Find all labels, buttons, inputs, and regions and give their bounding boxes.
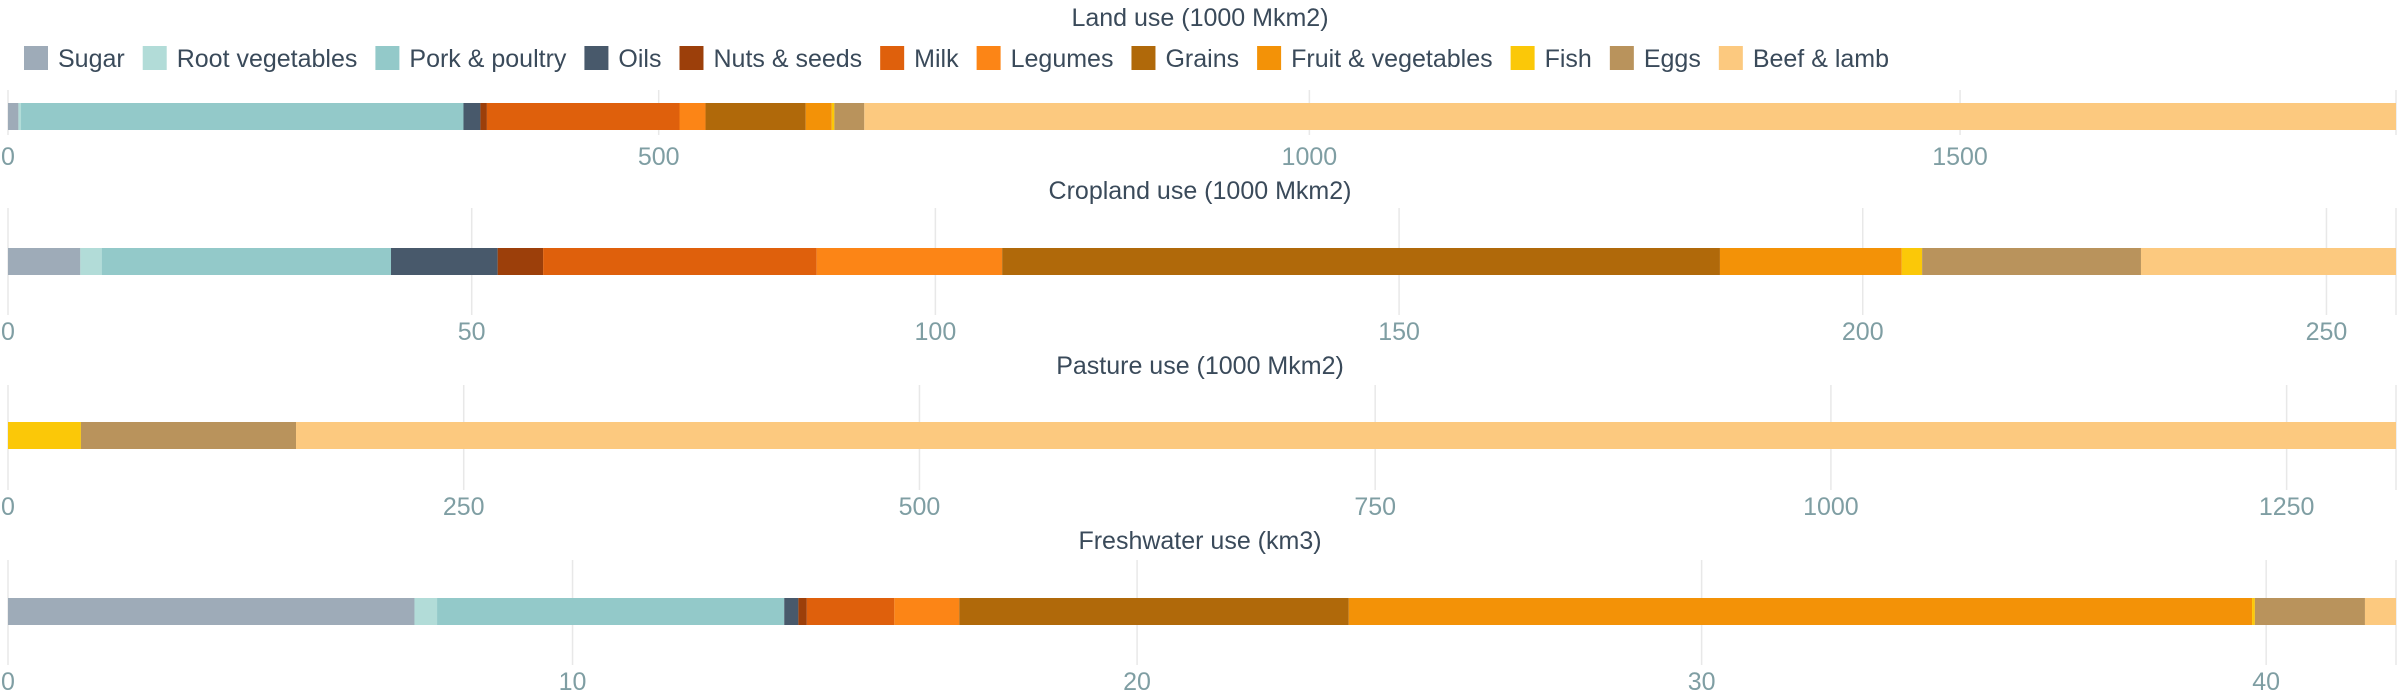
panel-4-bar-sugar [8, 598, 415, 625]
panel-3-tick-label: 1000 [1803, 493, 1859, 521]
legend-label-beef-and-lamb: Beef & lamb [1753, 45, 1889, 73]
legend-label-fish: Fish [1545, 45, 1592, 73]
legend-label-grains: Grains [1165, 45, 1239, 73]
legend-label-pork-and-poultry: Pork & poultry [409, 45, 567, 73]
panel-4-bar-nuts-and-seeds [798, 598, 807, 625]
panel-4-bar-beef-and-lamb [2364, 598, 2396, 625]
legend-swatch-pork-and-poultry [375, 46, 400, 70]
panel-3-bar-beef-and-lamb [296, 422, 2396, 449]
panel-2-bar-grains [1002, 248, 1720, 275]
legend-swatch-grains [1131, 46, 1156, 70]
panel-1-bar-milk [486, 103, 680, 130]
panel-1-bar-fruit-and-vegetables [805, 103, 832, 130]
panel-2-bar-milk [543, 248, 817, 275]
panel-2-bar-pork-and-poultry [101, 248, 392, 275]
panel-4-title: Freshwater use (km3) [1078, 527, 1321, 555]
panel-2-tick-label: 200 [1842, 318, 1884, 346]
panel-1-tick-label: 0 [1, 143, 15, 171]
panel-2-bar-eggs [1922, 248, 2141, 275]
panel-1-tick-label: 1000 [1282, 143, 1338, 171]
panel-2-tick-label: 50 [458, 318, 486, 346]
panel-1-bar-root-vegetables [18, 103, 22, 130]
panel-1-bar-eggs [834, 103, 865, 130]
panel-3-tick-label: 500 [899, 493, 941, 521]
legend-label-root-vegetables: Root vegetables [177, 45, 358, 73]
panel-2-bar-root-vegetables [80, 248, 102, 275]
legend-swatch-fish [1510, 46, 1535, 70]
panel-4-bar-fruit-and-vegetables [1348, 598, 2253, 625]
panel-3-title: Pasture use (1000 Mkm2) [1056, 352, 1344, 380]
legend-label-oils: Oils [618, 45, 661, 73]
panel-1-bar-grains [705, 103, 806, 130]
panel-1-bar-legumes [679, 103, 706, 130]
panel-3-tick-label: 750 [1354, 493, 1396, 521]
panel-4-bar-eggs [2254, 598, 2365, 625]
panel-3-bar-fish [8, 422, 81, 449]
panel-4-bar-pork-and-poultry [437, 598, 785, 625]
panel-4-tick-label: 40 [2252, 668, 2280, 696]
legend-label-fruit-and-vegetables: Fruit & vegetables [1291, 45, 1493, 73]
panel-2-bar-beef-and-lamb [2140, 248, 2396, 275]
panel-2-tick-label: 100 [915, 318, 957, 346]
panel-1-bar-pork-and-poultry [21, 103, 464, 130]
panel-1-bar-nuts-and-seeds [480, 103, 487, 130]
legend-swatch-root-vegetables [142, 46, 167, 70]
panel-3-tick-label: 1250 [2259, 493, 2315, 521]
legend-label-milk: Milk [914, 45, 959, 73]
panel-2-tick-label: 0 [1, 318, 15, 346]
panel-4-tick-label: 10 [559, 668, 587, 696]
legend-swatch-milk [880, 46, 905, 70]
panel-2-tick-label: 250 [2306, 318, 2348, 346]
panel-2-bar-sugar [8, 248, 81, 275]
panel-2-bar-oils [391, 248, 498, 275]
panel-3-tick-label: 0 [1, 493, 15, 521]
panel-4-bar-milk [806, 598, 895, 625]
panel-1-tick-label: 1500 [1932, 143, 1988, 171]
panel-2-tick-label: 150 [1378, 318, 1420, 346]
legend-swatch-sugar [24, 46, 48, 70]
legend-label-sugar: Sugar [58, 45, 125, 73]
panel-2-bar-legumes [816, 248, 1003, 275]
legend-swatch-nuts-and-seeds [679, 46, 704, 70]
panel-3-tick-label: 250 [443, 493, 485, 521]
panel-4-bar-fish [2252, 598, 2255, 625]
panel-2-bar-fruit-and-vegetables [1719, 248, 1902, 275]
panel-2-bar-nuts-and-seeds [497, 248, 544, 275]
legend-swatch-oils [584, 46, 609, 70]
panel-3-bar-eggs [80, 422, 297, 449]
panel-1-bar-beef-and-lamb [864, 103, 2397, 130]
panel-1-tick-label: 500 [638, 143, 680, 171]
panel-1-bar-oils [463, 103, 481, 130]
panel-4-bar-root-vegetables [414, 598, 438, 625]
legend-swatch-beef-and-lamb [1718, 46, 1743, 70]
panel-4-bar-legumes [894, 598, 960, 625]
legend-label-nuts-and-seeds: Nuts & seeds [713, 45, 862, 73]
legend-label-eggs: Eggs [1644, 45, 1701, 73]
panel-4-tick-label: 0 [1, 668, 15, 696]
panel-2-title: Cropland use (1000 Mkm2) [1049, 177, 1352, 205]
panel-1-bar-sugar [8, 103, 19, 130]
panel-4-bar-grains [959, 598, 1349, 625]
legend-swatch-legumes [976, 46, 1001, 70]
panel-4-bar-oils [784, 598, 799, 625]
panel-2-bar-fish [1901, 248, 1923, 275]
panel-4-tick-label: 30 [1688, 668, 1716, 696]
legend-swatch-eggs [1609, 46, 1634, 70]
panel-1-bar-fish [831, 103, 835, 130]
panel-4-tick-label: 20 [1123, 668, 1151, 696]
legend-swatch-fruit-and-vegetables [1257, 46, 1282, 70]
panel-1-title: Land use (1000 Mkm2) [1071, 4, 1328, 32]
legend-label-legumes: Legumes [1011, 45, 1114, 73]
